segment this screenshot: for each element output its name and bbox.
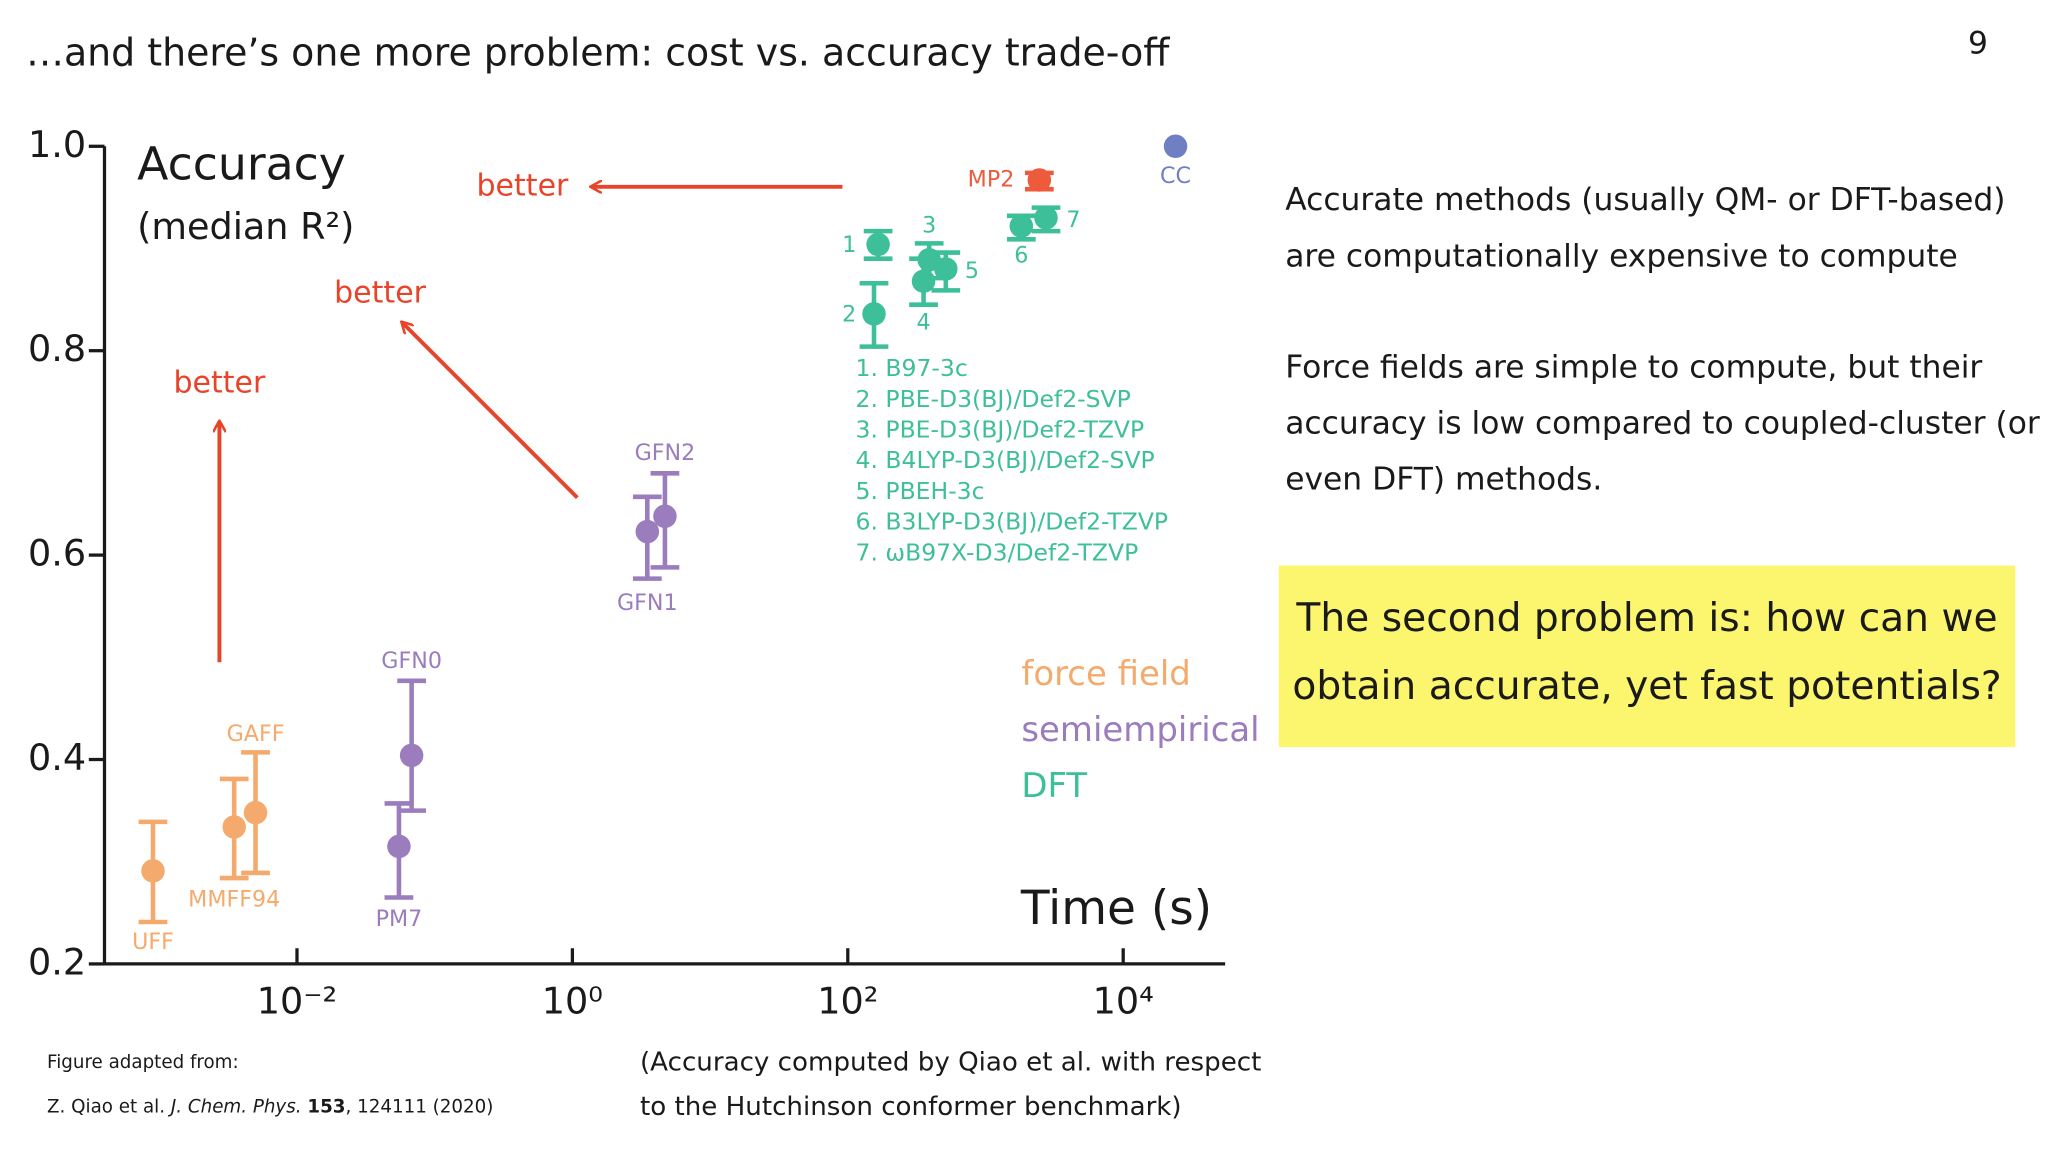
- point-label: MP2: [968, 167, 1015, 193]
- method-key: 4. B4LYP-D3(BJ)/Def2-SVP: [856, 446, 1155, 474]
- callout-text: obtain accurate, yet fast potentials?: [1292, 664, 2001, 709]
- point: [222, 815, 246, 839]
- y-axis-sublabel: (median R²): [137, 205, 354, 248]
- slide-title: …and there’s one more problem: cost vs. …: [26, 30, 1170, 74]
- point-label: GFN0: [381, 648, 442, 674]
- citation-journal: J. Chem. Phys.: [168, 1097, 302, 1118]
- point-label: 7: [1066, 207, 1080, 233]
- point: [862, 302, 886, 326]
- legend-entry: force field: [1021, 654, 1190, 694]
- citation-pages: , 124111 (2020): [346, 1097, 494, 1118]
- body-text: are computationally expensive to compute: [1285, 238, 1958, 274]
- point: [387, 834, 411, 859]
- point-label: PM7: [376, 906, 423, 932]
- y-tick-label: 0.4: [28, 736, 86, 779]
- body-text: Force fields are simple to compute, but …: [1285, 349, 1982, 385]
- note: (Accuracy computed by Qiao et al. with r…: [640, 1048, 1261, 1078]
- legend-entry: DFT: [1021, 766, 1087, 806]
- point: [1009, 214, 1034, 238]
- method-key: 7. ωB97X-D3/Def2-TZVP: [856, 538, 1139, 566]
- annotation: better: [334, 275, 427, 310]
- point-label: MMFF94: [188, 887, 280, 913]
- y-axis-label: Accuracy: [137, 138, 346, 191]
- body-text: even DFT) methods.: [1285, 462, 1602, 498]
- callout-box: [1278, 565, 2016, 748]
- point: [911, 269, 936, 293]
- point-label: 5: [965, 258, 979, 284]
- point: [635, 519, 660, 544]
- body-text: accuracy is low compared to coupled-clus…: [1285, 405, 2040, 441]
- source-heading: Figure adapted from:: [47, 1052, 239, 1073]
- point: [1027, 168, 1052, 192]
- arrow: [402, 323, 579, 500]
- point: [399, 743, 424, 768]
- annotation: better: [173, 366, 266, 401]
- body-text: Accurate methods (usually QM- or DFT-bas…: [1285, 182, 2005, 218]
- point-label: 1: [842, 232, 856, 258]
- annotation: better: [476, 168, 569, 203]
- x-tick-label: 10⁻²: [257, 980, 337, 1023]
- method-key: 5. PBEH-3c: [856, 477, 985, 505]
- point: [1034, 206, 1058, 230]
- point-label: 4: [916, 309, 930, 335]
- point: [141, 859, 165, 883]
- x-axis-label: Time (s): [1020, 881, 1212, 936]
- point-label: GFN2: [635, 440, 696, 466]
- point-label: 2: [842, 302, 856, 328]
- method-key: 1. B97-3c: [856, 354, 968, 382]
- slide-number: 9: [1968, 25, 1988, 61]
- x-tick-label: 10⁰: [542, 980, 603, 1023]
- point: [866, 232, 890, 257]
- y-tick-label: 0.6: [28, 532, 86, 575]
- method-key: 6. B3LYP-D3(BJ)/Def2-TZVP: [856, 508, 1169, 536]
- point-label: CC: [1160, 163, 1191, 189]
- point: [1163, 134, 1188, 159]
- legend-entry: semiempirical: [1021, 710, 1259, 750]
- y-tick-label: 0.2: [28, 940, 86, 983]
- point-label: 6: [1014, 243, 1028, 269]
- x-tick-label: 10⁴: [1093, 980, 1154, 1023]
- y-tick-label: 0.8: [28, 327, 86, 370]
- note: to the Hutchinson conformer benchmark): [640, 1092, 1182, 1122]
- point-label: GAFF: [227, 721, 285, 747]
- citation: Z. Qiao et al. J. Chem. Phys. 153, 12411…: [47, 1097, 493, 1118]
- point-label: 3: [922, 212, 936, 238]
- method-key: 2. PBE-D3(BJ)/Def2-SVP: [856, 385, 1131, 413]
- point-label: UFF: [132, 929, 174, 955]
- x-tick-label: 10²: [817, 980, 878, 1023]
- y-tick-label: 1.0: [28, 123, 86, 166]
- callout-text: The second problem is: how can we: [1295, 596, 1997, 641]
- method-key: 3. PBE-D3(BJ)/Def2-TZVP: [856, 416, 1145, 444]
- point: [934, 257, 958, 281]
- citation-volume: 153: [307, 1097, 345, 1118]
- point-label: GFN1: [617, 590, 678, 616]
- point: [653, 504, 677, 529]
- citation-authors: Z. Qiao et al.: [47, 1097, 165, 1118]
- point: [243, 800, 268, 825]
